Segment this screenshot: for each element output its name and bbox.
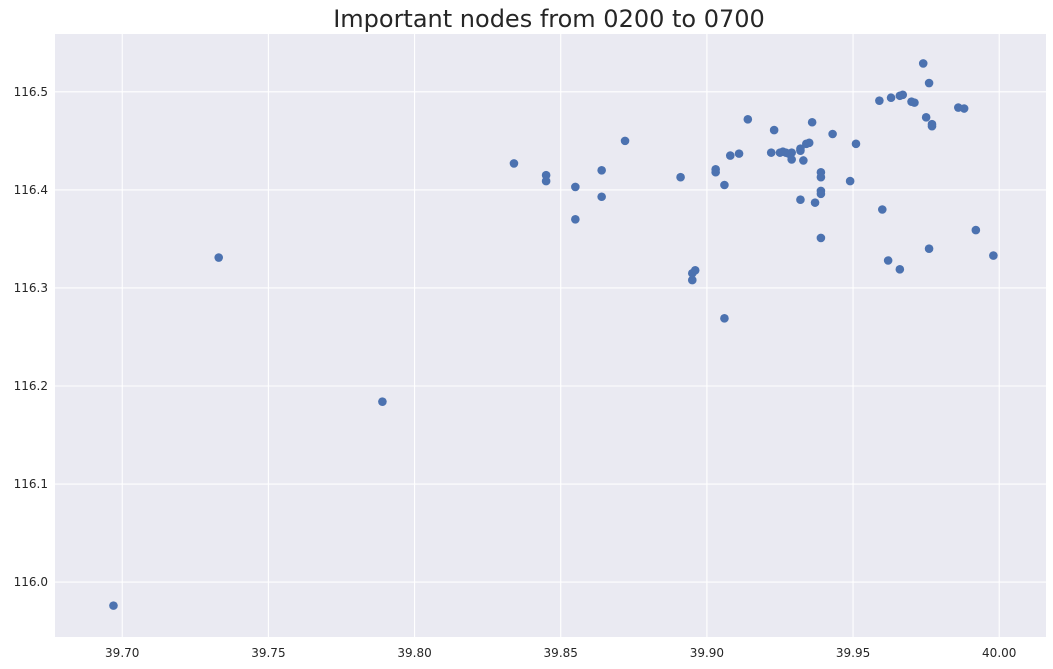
chart-title: Important nodes from 0200 to 0700 — [333, 5, 765, 33]
data-point — [541, 176, 551, 186]
y-tick-label: 116.0 — [14, 575, 48, 589]
data-point — [924, 78, 934, 88]
data-point — [109, 601, 118, 610]
data-point — [378, 397, 387, 406]
data-point — [571, 182, 580, 192]
data-point — [796, 146, 805, 155]
x-tick-label: 39.75 — [251, 646, 285, 660]
data-point — [541, 170, 551, 180]
data-point — [877, 205, 887, 214]
x-tick-label: 39.80 — [397, 646, 431, 660]
data-point — [711, 167, 720, 177]
data-point — [214, 253, 224, 262]
data-point — [921, 113, 931, 122]
data-point — [875, 96, 884, 105]
data-point — [787, 155, 796, 164]
data-point — [766, 148, 776, 157]
x-tick-labels: 39.70 39.75 39.80 39.85 39.90 39.95 40.00 — [105, 646, 1016, 660]
plot-area — [55, 34, 1046, 637]
y-tick-label: 116.5 — [14, 85, 48, 99]
data-point — [597, 192, 606, 202]
data-point — [725, 151, 735, 160]
data-point — [989, 251, 998, 260]
data-point — [910, 98, 919, 107]
data-point — [690, 265, 700, 275]
x-tick-label: 40.00 — [982, 646, 1016, 660]
y-tick-label: 116.4 — [14, 183, 48, 197]
data-point — [509, 159, 519, 168]
data-point — [787, 148, 796, 157]
data-point — [959, 104, 969, 113]
data-point — [816, 233, 826, 243]
data-point — [918, 59, 928, 68]
data-point — [828, 129, 837, 139]
data-point — [927, 121, 937, 131]
y-tick-label: 116.3 — [14, 281, 48, 295]
data-point — [898, 90, 908, 100]
x-tick-label: 39.85 — [544, 646, 578, 660]
data-point — [620, 136, 630, 146]
data-point — [816, 172, 826, 182]
data-point — [720, 180, 729, 190]
data-point — [883, 256, 893, 265]
y-tick-label: 116.1 — [14, 477, 48, 491]
data-point — [720, 314, 729, 323]
data-point — [895, 265, 905, 274]
data-point — [597, 165, 606, 175]
data-point — [676, 172, 685, 182]
x-tick-label: 39.95 — [836, 646, 870, 660]
data-point — [743, 115, 753, 124]
data-point — [799, 156, 808, 165]
data-point — [810, 198, 820, 207]
data-point — [769, 125, 779, 135]
data-points — [109, 59, 998, 610]
y-tick-labels: 116.0 116.1 116.2 116.3 116.4 116.5 — [14, 85, 48, 589]
data-point — [851, 139, 861, 149]
data-point — [807, 117, 817, 127]
data-point — [571, 215, 580, 224]
x-tick-label: 39.90 — [690, 646, 724, 660]
data-point — [845, 176, 855, 186]
data-point — [886, 93, 896, 103]
grid-lines — [55, 34, 1046, 637]
data-point — [971, 225, 981, 235]
data-point — [804, 138, 814, 148]
y-tick-label: 116.2 — [14, 379, 48, 393]
x-tick-label: 39.70 — [105, 646, 139, 660]
data-point — [796, 195, 805, 205]
data-point — [816, 189, 826, 199]
data-point — [687, 275, 697, 285]
data-point — [734, 149, 744, 158]
data-point — [924, 244, 934, 254]
